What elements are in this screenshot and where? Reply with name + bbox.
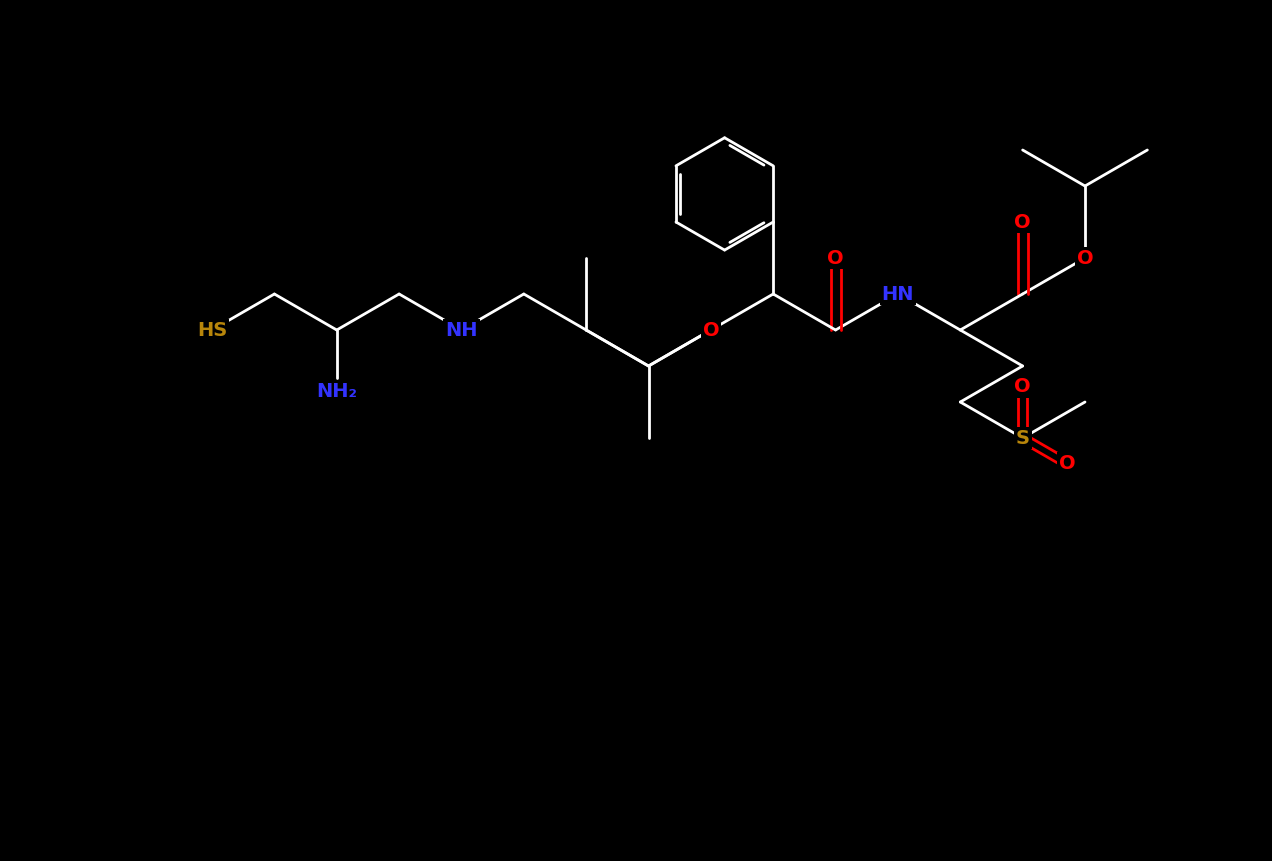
Text: NH₂: NH₂	[317, 381, 357, 400]
Text: O: O	[827, 249, 843, 268]
Text: O: O	[702, 320, 719, 339]
Text: O: O	[1014, 213, 1032, 232]
Text: O: O	[1014, 376, 1032, 396]
Text: HN: HN	[881, 284, 915, 303]
Text: NH: NH	[445, 320, 478, 339]
Text: O: O	[1076, 249, 1094, 268]
Text: O: O	[1060, 455, 1076, 474]
Text: S: S	[1015, 429, 1029, 448]
Text: HS: HS	[197, 320, 228, 339]
